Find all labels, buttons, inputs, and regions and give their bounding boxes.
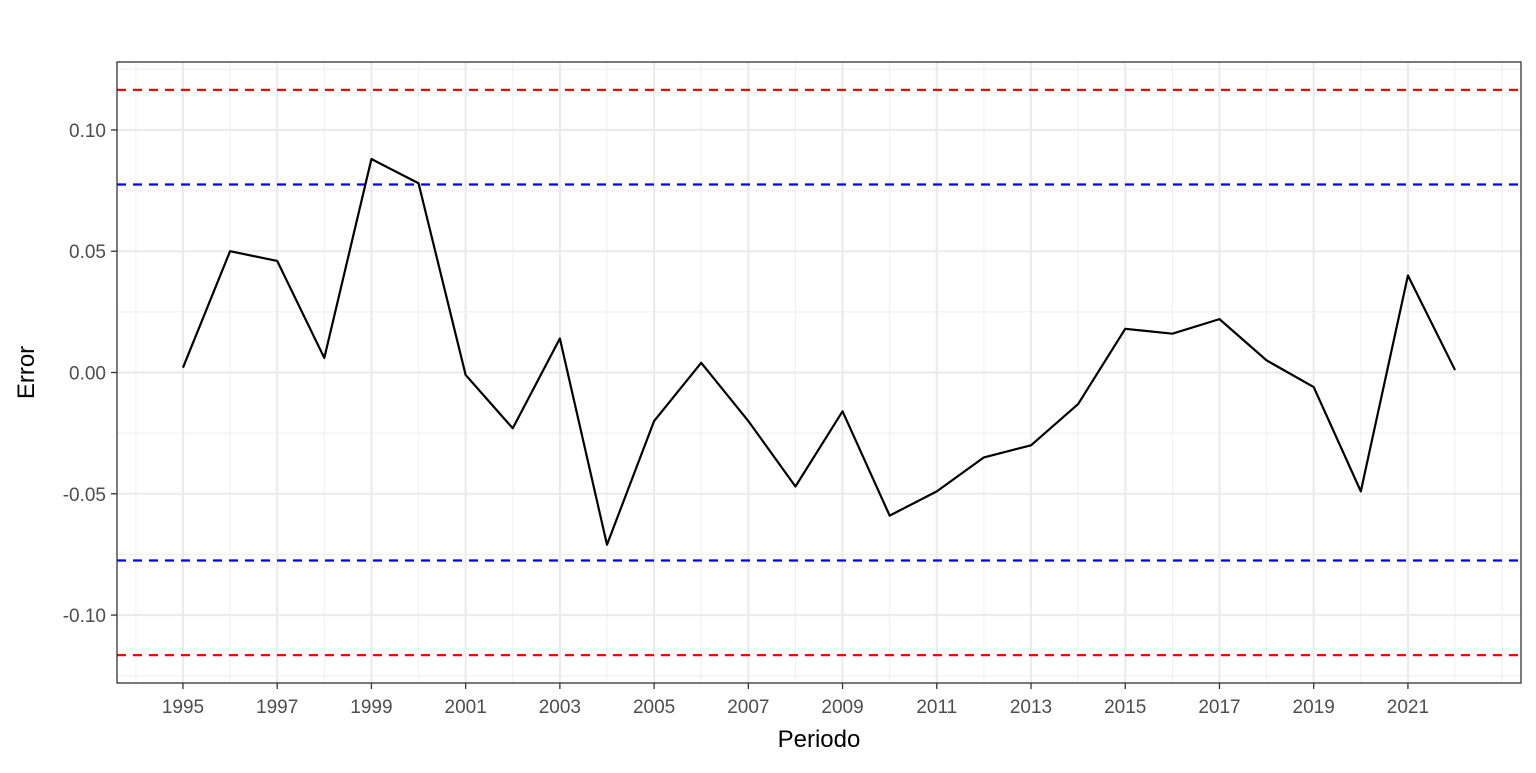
x-tick-label: 2013	[1010, 697, 1052, 718]
y-tick-label: -0.10	[63, 606, 106, 627]
y-axis-title: Error	[13, 346, 40, 399]
y-tick-label: 0.00	[69, 364, 106, 385]
x-tick-label: 2001	[445, 697, 487, 718]
y-tick-label: 0.10	[69, 121, 106, 142]
y-tick-label: -0.05	[63, 485, 106, 506]
major-gridlines	[117, 62, 1521, 683]
x-tick-label: 2007	[727, 697, 769, 718]
x-tick-label: 2017	[1198, 697, 1240, 718]
x-tick-label: 1999	[350, 697, 392, 718]
y-axis: 0.10 0.05 0.00 -0.05 -0.10	[63, 121, 117, 627]
x-tick-label: 2009	[821, 697, 863, 718]
x-tick-label: 2021	[1387, 697, 1429, 718]
x-tick-label: 2003	[539, 697, 581, 718]
x-axis: 1995 1997 1999 2001 2003 2005 2007 2009 2011 2013…	[162, 683, 1429, 718]
x-tick-label: 1997	[256, 697, 298, 718]
x-tick-label: 1995	[162, 697, 204, 718]
y-tick-label: 0.05	[69, 242, 106, 263]
series-layer	[181, 157, 1457, 546]
x-axis-title: Periodo	[778, 726, 861, 753]
x-tick-label: 2011	[916, 697, 957, 718]
reference-lines	[117, 88, 1521, 657]
x-tick-label: 2005	[633, 697, 675, 718]
series-line	[181, 157, 1457, 546]
x-tick-label: 2019	[1293, 697, 1335, 718]
x-tick-label: 2015	[1104, 697, 1146, 718]
